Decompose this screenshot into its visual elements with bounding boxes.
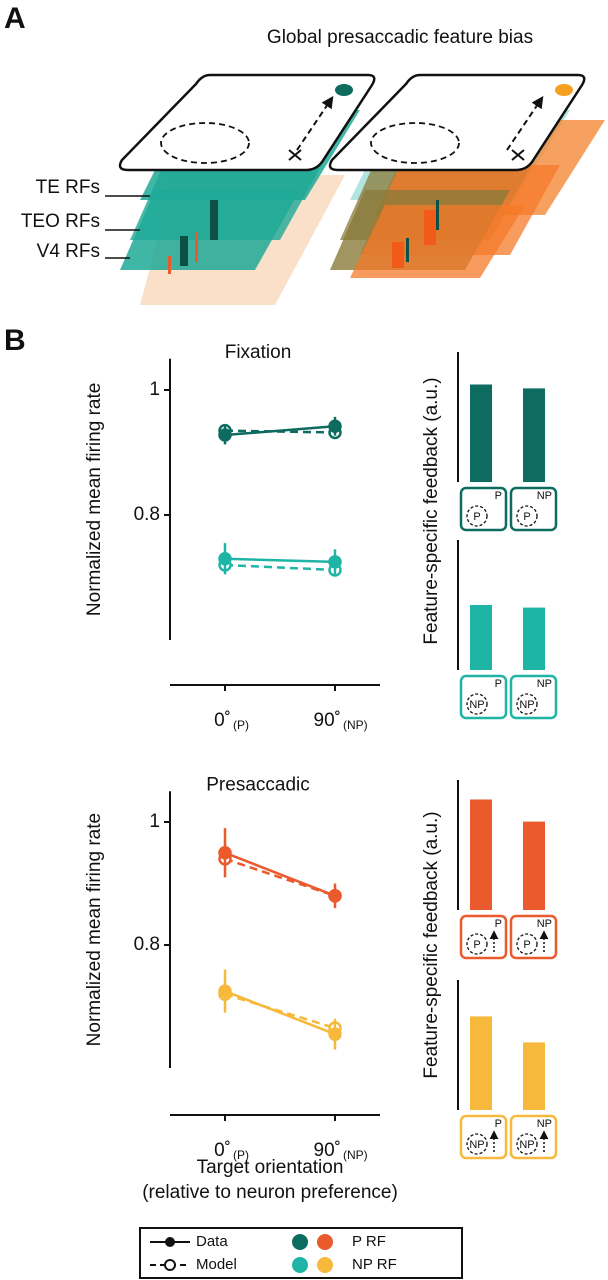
y-tick-label: 1 [149,379,160,400]
inset-corner-label: P [495,918,502,930]
panel-title: Global presaccadic feature bias [267,27,533,48]
inset-rf [516,505,538,527]
inset-rf [466,693,488,715]
x-tick-sublabel: (P) [233,1148,249,1162]
y-axis-label: Feature-specific feedback (a.u.) [421,811,442,1078]
bar [523,607,545,670]
chart-title: Presaccadic [206,774,310,795]
inset-corner-label: P [495,678,502,690]
x-axis-label: (relative to neuron preference) [142,1182,398,1203]
inset-box [509,674,558,720]
marker [328,555,342,569]
x-tick-sublabel: (NP) [343,718,368,732]
inset-rf-label: NP [519,1139,534,1151]
y-tick-label: 0.8 [134,504,160,525]
legend-label: NP RF [352,1256,397,1273]
inset-rf-label: NP [469,1139,484,1151]
marker [218,984,232,998]
marker [218,552,232,566]
series-line [224,425,336,437]
panel-label: A [4,2,26,35]
bar [470,605,492,670]
bar [523,388,545,482]
inset-corner-label: NP [537,490,552,502]
layer-label: V4 RFs [37,241,100,262]
y-axis-label: Feature-specific feedback (a.u.) [421,377,442,644]
inset-corner-label: P [495,1118,502,1130]
panel-label: B [4,324,26,357]
x-axis-label: Target orientation [197,1157,344,1178]
y-tick-label: 0.8 [134,934,160,955]
inset-corner-label: NP [537,1118,552,1130]
legend-swatch [317,1234,333,1250]
inset-corner-label: NP [537,678,552,690]
inset-box [459,486,508,532]
inset-box [459,674,508,720]
plane-left [118,73,376,172]
layer-labels: TE RFs TEO RFs V4 RFs [21,177,150,262]
x-tick-label: 90˚ [314,710,341,731]
inset-corner-label: P [495,490,502,502]
x-tick-label: 90˚ [314,1140,341,1161]
series-line [224,851,336,897]
legend-swatch [317,1257,333,1273]
x-tick-sublabel: (P) [233,718,249,732]
inset-corner-label: NP [537,918,552,930]
layer-label: TE RFs [36,177,100,198]
y-axis-label: Normalized mean firing rate [84,813,105,1046]
bar [523,1042,545,1110]
inset-rf-label: P [523,939,530,951]
x-tick-label: 0˚ [214,710,231,731]
marker [328,419,342,433]
legend-swatch [292,1257,308,1273]
y-axis-label: Normalized mean firing rate [84,383,105,616]
marker [328,889,342,903]
inset-rf [466,1133,488,1155]
inset-rf [516,933,538,955]
series-line [224,563,336,572]
y-tick-label: 1 [149,811,160,832]
inset-rf [466,933,488,955]
inset-rf [466,505,488,527]
legend-swatch [292,1234,308,1250]
layer-label: TEO RFs [21,211,100,232]
inset-box [509,486,558,532]
bar [470,799,492,910]
x-tick-sublabel: (NP) [343,1148,368,1162]
inset-rf-label: P [473,939,480,951]
series-line [224,557,336,564]
marker [218,428,232,442]
inset-rf-label: P [473,511,480,523]
inset-rf [516,1133,538,1155]
inset-rf-label: P [523,511,530,523]
bar [470,1016,492,1110]
legend-label: P RF [352,1233,386,1250]
series-line [224,993,336,1030]
x-tick-label: 0˚ [214,1140,231,1161]
marker [218,846,232,860]
legend-label: Data [196,1233,228,1250]
marker [328,1027,342,1041]
inset-rf-label: NP [519,699,534,711]
plane-right [328,73,586,172]
bar [470,384,492,482]
inset-rf-label: NP [469,699,484,711]
chart-title: Fixation [225,342,292,363]
bar [523,821,545,910]
legend-label: Model [196,1256,237,1273]
inset-rf [516,693,538,715]
series-line [224,989,336,1036]
